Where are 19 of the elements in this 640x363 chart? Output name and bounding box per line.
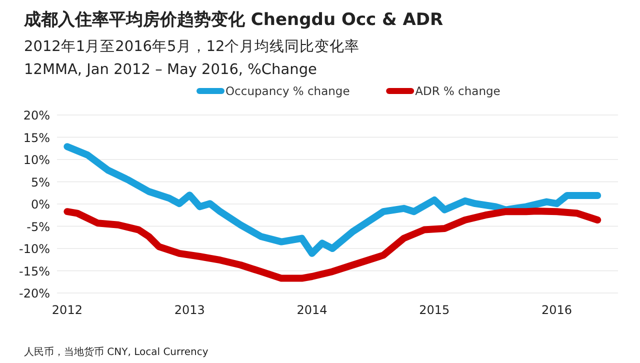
x-tick-label: 2013 — [174, 303, 205, 317]
legend-label: Occupancy % change — [226, 84, 350, 98]
y-tick-label: -20% — [18, 286, 50, 300]
x-tick-label: 2016 — [542, 303, 572, 317]
y-tick-label: 15% — [23, 130, 50, 145]
y-tick-label: 5% — [30, 175, 50, 190]
chart-title: 成都入住率平均房价趋势变化 Chengdu Occ & ADR — [23, 10, 444, 30]
chart-subtitle: 2012年1月至2016年5月，12个月均线同比变化率 12MMA, Jan 2012 – May 2016, %Change — [24, 38, 360, 78]
x-tick-label: 2014 — [296, 303, 328, 317]
legend-label: ADR % change — [415, 84, 500, 98]
text: 人民币，当地货币 CNY, Local Currency — [24, 346, 208, 358]
x-tick-label: 2015 — [419, 303, 450, 317]
y-tick-label: 20% — [23, 108, 50, 122]
y-tick-label: 10% — [23, 153, 50, 167]
y-tick-label: -15% — [18, 264, 50, 278]
y-tick-label: -5% — [26, 220, 50, 234]
y-tick-label: -10% — [18, 242, 50, 256]
y-tick-label: 0% — [30, 198, 50, 212]
x-tick-label: 2012 — [52, 303, 82, 317]
